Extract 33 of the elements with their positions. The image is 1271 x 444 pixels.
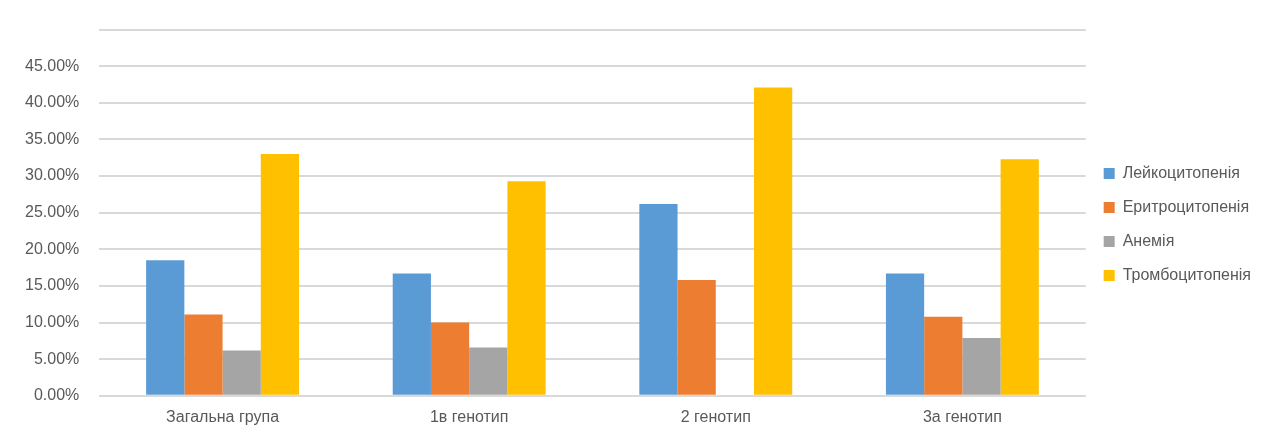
bar (260, 154, 300, 395)
y-tick-label: 0.00% (33, 386, 80, 404)
x-tick-label: 3а генотип (922, 407, 1002, 425)
legend-label: Лейкоцитопенія (1122, 163, 1240, 181)
bar (146, 260, 185, 395)
x-tick-label: 2 генотип (680, 407, 751, 425)
bar (469, 347, 508, 395)
y-tick-label: 45.00% (25, 56, 80, 74)
y-tick-label: 20.00% (25, 239, 80, 257)
legend-label: Еритроцитопенія (1122, 197, 1250, 215)
bar (924, 316, 963, 395)
y-tick-label: 25.00% (25, 203, 80, 221)
bar (885, 273, 925, 395)
y-tick-label: 5.00% (33, 349, 80, 367)
bar (1000, 159, 1039, 395)
x-tick-label: 1в генотип (429, 407, 509, 425)
bar (392, 273, 431, 395)
y-tick-label: 40.00% (25, 93, 80, 111)
bar (222, 350, 261, 395)
bar (430, 322, 470, 395)
y-tick-label: 30.00% (25, 166, 80, 184)
bar (754, 87, 793, 395)
bar (507, 181, 546, 395)
bar (677, 280, 716, 395)
y-tick-label: 15.00% (25, 276, 80, 294)
legend-label: Анемія (1122, 231, 1175, 249)
legend-label: Тромбоцитопенія (1122, 265, 1252, 283)
x-tick-label: Загальна група (166, 407, 280, 425)
y-tick-label: 35.00% (25, 129, 80, 147)
bar (184, 314, 223, 395)
y-tick-label: 10.00% (25, 312, 80, 330)
bar (639, 203, 678, 395)
bar (962, 337, 1001, 395)
